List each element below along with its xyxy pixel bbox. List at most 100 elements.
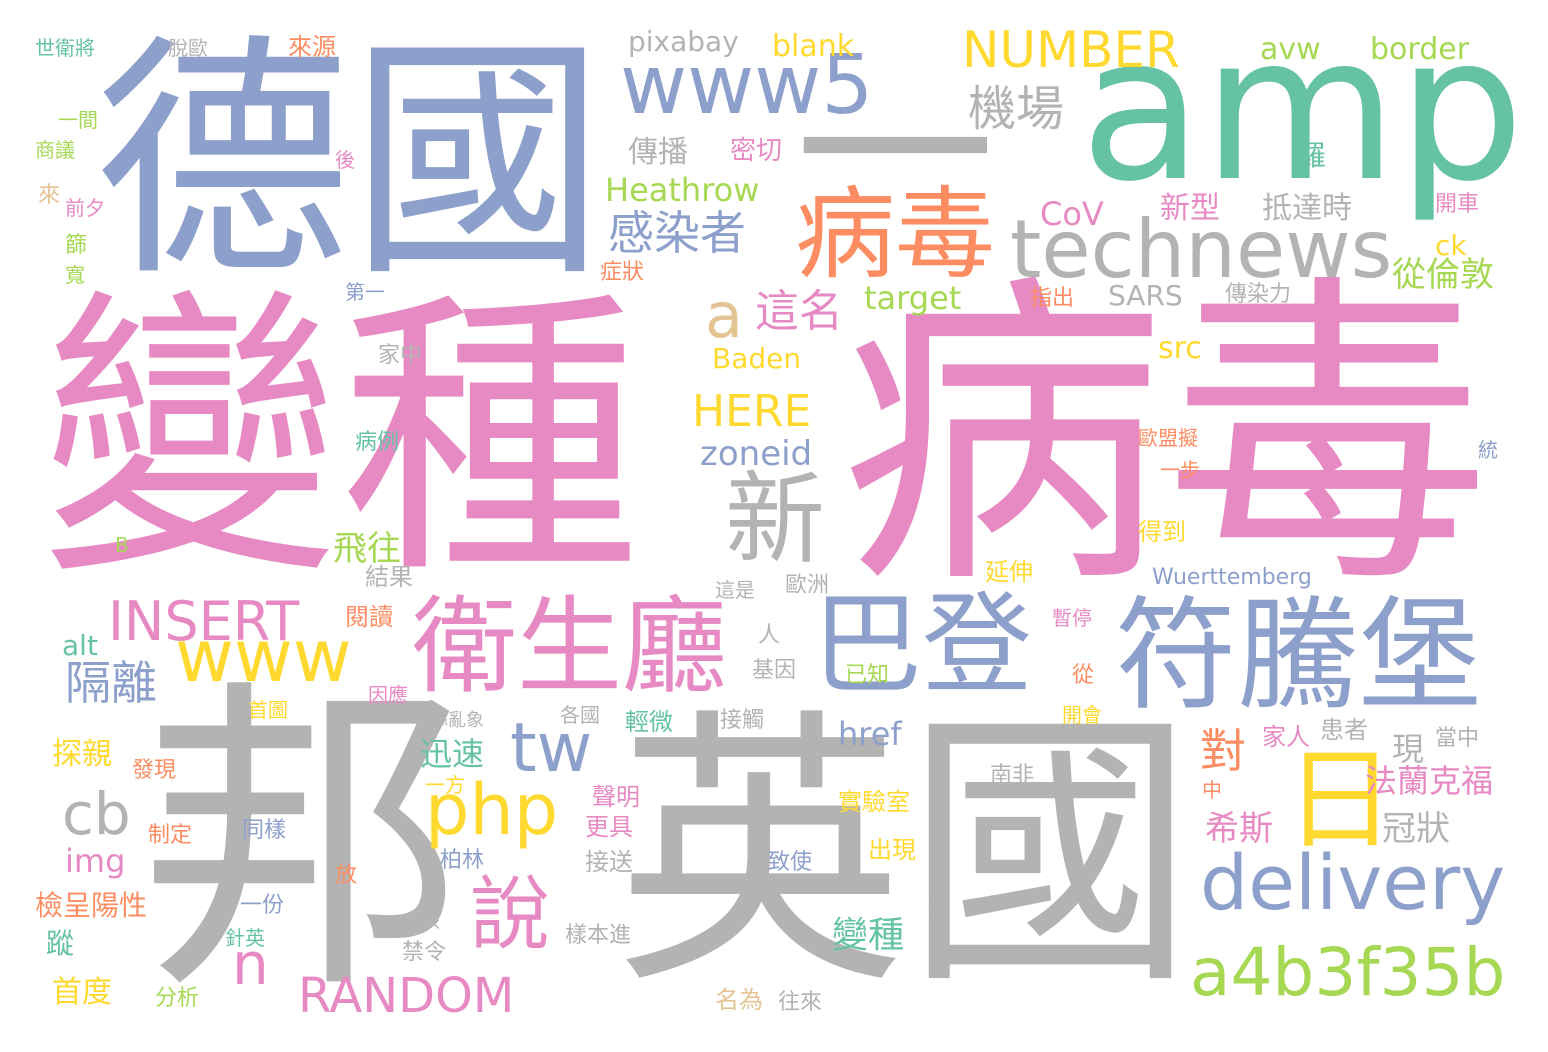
word: cb (62, 780, 131, 848)
word: 商議 (35, 138, 75, 162)
word: 同樣 (242, 818, 287, 843)
word: 變種 (832, 915, 905, 956)
word: 一 (795, 38, 996, 271)
word: 南非 (990, 763, 1035, 788)
word: 說 (470, 868, 550, 961)
word: 第一 (345, 280, 385, 304)
word: 一方 (425, 773, 465, 797)
word: Heathrow (605, 171, 760, 209)
word: 密切 (730, 136, 783, 166)
word: alt (62, 629, 98, 662)
word: 歐洲 (785, 573, 830, 598)
word: 前夕 (65, 196, 105, 220)
word: 抵達時 (1262, 191, 1352, 226)
word: technews (1010, 203, 1393, 296)
word: B (115, 533, 129, 557)
word: 人 (758, 623, 781, 648)
word: 更具 (585, 813, 633, 841)
word: 首度 (52, 975, 112, 1010)
word: 實驗室 (838, 788, 910, 816)
word: 病例 (355, 430, 400, 455)
word: 發現 (132, 758, 177, 783)
word: 禁令 (402, 940, 447, 965)
word: 開車 (1435, 192, 1480, 217)
word: img (65, 842, 126, 880)
word: INSERT (108, 590, 300, 653)
word: CoV (1040, 195, 1104, 233)
word: 中 (1202, 778, 1222, 802)
word: 英國 (615, 686, 1195, 1023)
word: border (1370, 32, 1470, 67)
word: a (705, 279, 743, 352)
word: HERE (692, 386, 812, 437)
word: avw (1260, 32, 1321, 67)
word: 飛往 (333, 529, 401, 569)
word: 制定 (148, 823, 193, 848)
word: 柏林 (440, 848, 485, 873)
word: zoneid (700, 434, 813, 474)
word: 該 (420, 908, 440, 932)
word: 檢呈陽性 (35, 889, 148, 922)
word: 得到 (1138, 518, 1186, 546)
word: 結果 (365, 563, 413, 591)
word: 分析 (155, 986, 200, 1011)
word: 延伸 (985, 558, 1033, 586)
word: php (425, 769, 559, 851)
word: 因應 (368, 683, 408, 707)
word: 暫停 (1052, 606, 1092, 630)
word: 世衛將 (35, 36, 95, 60)
word: www (175, 614, 352, 698)
word: 放 (335, 863, 358, 888)
word: 新型 (1160, 191, 1220, 226)
word: 輕微 (625, 708, 673, 736)
word: 當中 (1435, 726, 1480, 751)
word: 脫歐 (168, 36, 208, 60)
word: 樣本進 (565, 923, 632, 948)
word: delivery (1200, 838, 1506, 927)
word: n (232, 930, 269, 998)
word: 家中 (378, 343, 423, 368)
word: 傳染力 (1225, 282, 1292, 307)
word: 統 (1478, 438, 1498, 462)
word: 後 (335, 148, 355, 172)
word: 指出 (1030, 286, 1075, 311)
word: 從倫敦 (1392, 255, 1494, 295)
word: 變種 (40, 265, 640, 614)
word: 首圖 (248, 698, 288, 722)
word: src (1158, 331, 1202, 366)
word: 衛生廳 (412, 586, 728, 708)
word: NUMBER (962, 21, 1180, 79)
word: 往來 (778, 990, 823, 1015)
word: www5 (620, 38, 874, 133)
word: 一步 (1160, 458, 1200, 482)
word: 來 (38, 183, 61, 208)
word: 歐盟擬 (1138, 426, 1198, 450)
word: 機場 (968, 81, 1065, 137)
word: 接觸 (720, 708, 765, 733)
word: 傳播 (628, 135, 688, 170)
word: 德國 (95, 14, 606, 311)
word: 感染者 (608, 206, 746, 260)
word: 一份 (240, 893, 285, 918)
word: 患者 (1320, 716, 1368, 744)
word: Baden (712, 342, 802, 375)
word: 各國 (560, 703, 600, 727)
word: 冠狀 (1382, 809, 1450, 849)
word: 對 (1200, 724, 1246, 778)
word: a4b3f35b (1190, 934, 1506, 1011)
word: target (864, 279, 962, 317)
word: 病毒 (840, 248, 1490, 627)
word: 這是 (715, 578, 755, 602)
word: 基因 (752, 658, 797, 683)
word: 邦 (140, 653, 465, 1032)
word: tw (510, 709, 593, 788)
word: 從 (1072, 663, 1095, 688)
word: 探親 (52, 737, 112, 772)
word: pixabay (628, 25, 739, 58)
word: 症狀 (600, 260, 645, 285)
word: RANDOM (298, 968, 515, 1024)
word: 這名 (755, 286, 843, 337)
word: 日 (1285, 736, 1395, 864)
word: 病毒 (795, 176, 995, 293)
